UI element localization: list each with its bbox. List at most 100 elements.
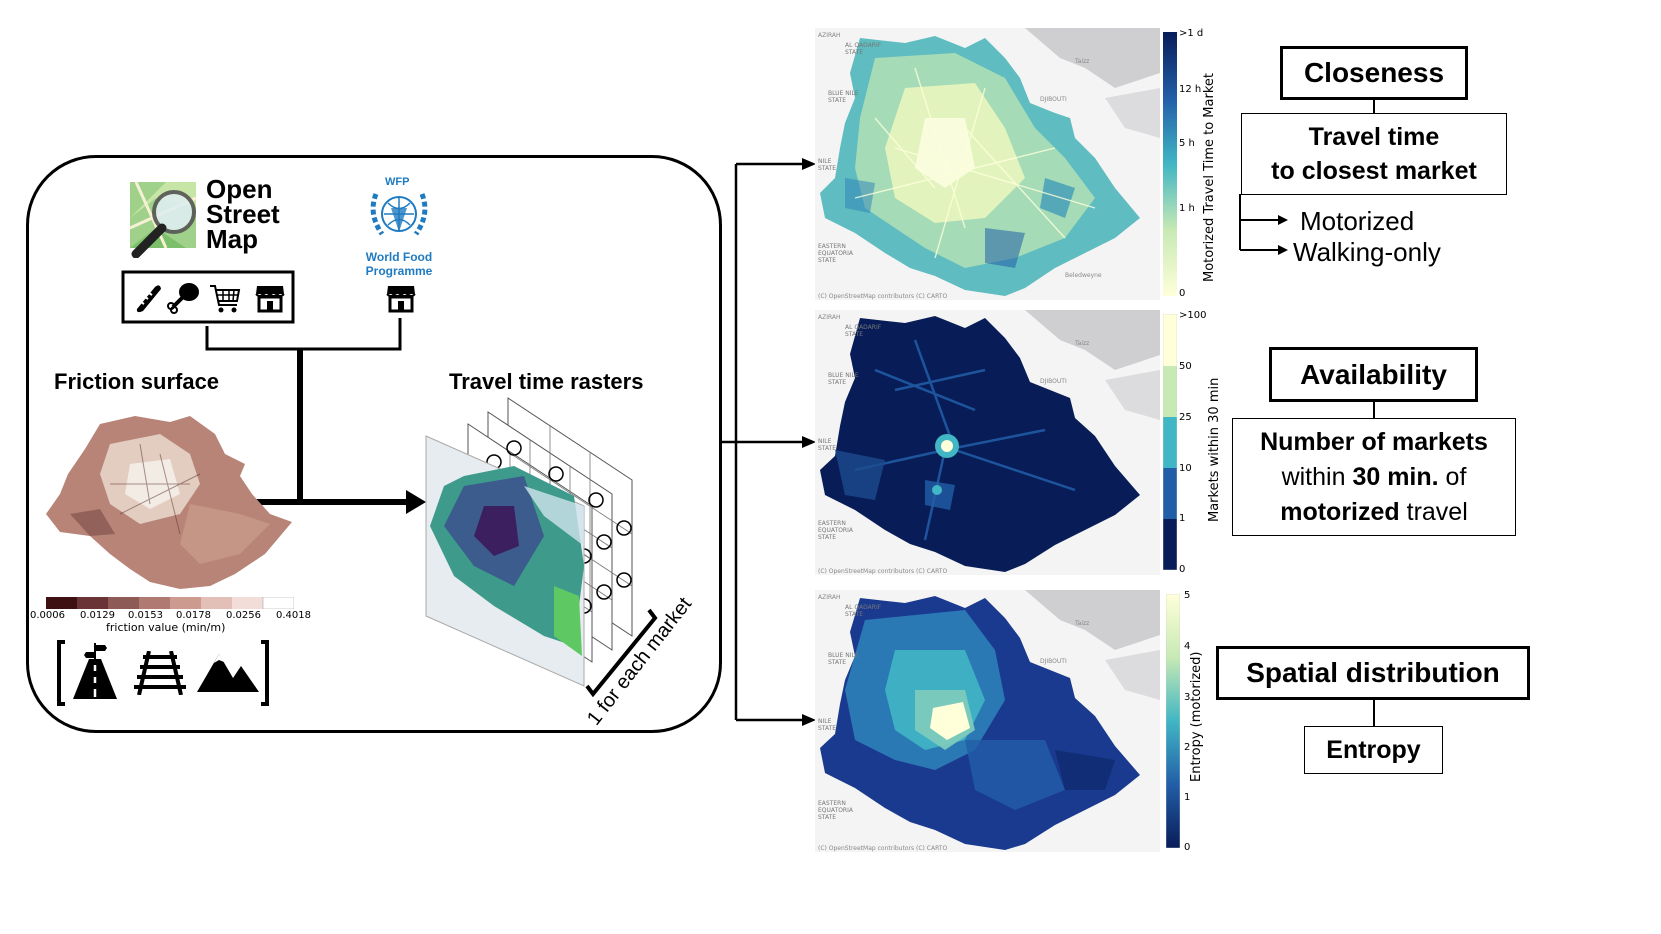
place-label-nile: NILE STATE <box>818 438 837 452</box>
map-credit: (C) OpenStreetMap contributors (C) CARTO <box>818 293 948 300</box>
friction-surface-map <box>46 416 292 589</box>
wfp-emblem-icon <box>370 193 428 236</box>
availability-title-box: Availability <box>1269 347 1478 402</box>
entropy-colorbar <box>1166 594 1180 848</box>
entropy-tick: 4 <box>1184 641 1191 652</box>
closeness-tick: 12 h <box>1179 84 1202 95</box>
place-label-taiz: Taizz <box>1075 58 1090 65</box>
road-icon <box>73 643 117 699</box>
closeness-title-box: Closeness <box>1280 46 1468 100</box>
place-label-blue-nile: BLUE NILE STATE <box>828 372 859 386</box>
entropy-map <box>815 590 1160 852</box>
osm-logo-text-line3: Map <box>206 224 258 254</box>
chicken-leg-icon <box>167 283 199 314</box>
friction-factor-bracket <box>57 640 269 706</box>
closeness-definition-box: Travel time to closest market <box>1241 113 1507 195</box>
place-label-nile: NILE STATE <box>818 158 837 172</box>
entropy-definition-box: Entropy <box>1304 726 1443 774</box>
availability-colorbar <box>1163 314 1177 570</box>
availability-colorbar-label: Markets within 30 min <box>1207 377 1222 522</box>
place-label-zirah: AZIRAH <box>818 594 841 601</box>
shopping-cart-icon <box>210 285 241 313</box>
railway-icon <box>134 651 186 695</box>
entropy-definition: Entropy <box>1326 735 1421 764</box>
place-label-eastern-equatoria: EASTERN EQUATORIA STATE <box>818 800 853 821</box>
friction-tick: 0.0129 <box>80 610 115 621</box>
output-arrows <box>722 158 816 726</box>
friction-tick: 0.0256 <box>226 610 261 621</box>
wfp-name-line1: World Food <box>365 250 433 264</box>
friction-tick: 0.0178 <box>176 610 211 621</box>
osm-logo-text-line2: Street <box>206 199 280 229</box>
closeness-map <box>815 28 1160 300</box>
friction-surface-title: Friction surface <box>54 369 220 394</box>
place-label-djibouti: DJIBOUTI <box>1040 378 1067 385</box>
travel-time-rasters-title: Travel time rasters <box>449 369 644 394</box>
place-label-taiz: Taizz <box>1075 340 1090 347</box>
place-label-eastern-equatoria: EASTERN EQUATORIA STATE <box>818 243 853 264</box>
friction-colorbar-label: friction value (min/m) <box>106 621 226 634</box>
spatial-distribution-title-box: Spatial distribution <box>1216 646 1530 700</box>
availability-definition-of: of <box>1438 462 1467 491</box>
availability-title: Availability <box>1300 358 1447 390</box>
osm-logo-text-line1: Open <box>206 174 273 204</box>
place-label-blue-nile: BLUE NILE STATE <box>828 652 859 666</box>
wfp-store-icon <box>386 286 416 313</box>
availability-definition-motorized: motorized <box>1280 497 1400 526</box>
availability-tick: 10 <box>1179 463 1192 474</box>
entropy-tick: 3 <box>1184 692 1191 703</box>
entropy-colorbar-label: Entropy (motorized) <box>1189 651 1204 782</box>
availability-tick: 1 <box>1179 513 1186 524</box>
availability-definition-line1: Number of markets <box>1260 427 1488 456</box>
place-label-zirah: AZIRAH <box>818 32 841 39</box>
wfp-abbreviation: WFP <box>385 176 410 188</box>
store-icon <box>255 286 285 313</box>
spatial-stem <box>1373 700 1375 726</box>
place-label-djibouti: DJIBOUTI <box>1040 96 1067 103</box>
availability-tick: >100 <box>1179 310 1207 321</box>
friction-colorbar <box>46 597 294 609</box>
closeness-colorbar <box>1163 32 1177 296</box>
availability-map <box>815 310 1160 575</box>
availability-definition-30min: 30 min. <box>1352 462 1439 491</box>
place-label-djibouti: DJIBOUTI <box>1040 658 1067 665</box>
availability-tick: 0 <box>1179 564 1186 575</box>
friction-tick: 0.4018 <box>276 610 311 621</box>
place-label-qadarif: AL QADARIF STATE <box>845 42 882 56</box>
map-credit: (C) OpenStreetMap contributors (C) CARTO <box>818 568 948 575</box>
closeness-tick: 5 h <box>1179 138 1195 149</box>
input-panel <box>26 155 722 733</box>
place-label-eastern-equatoria: EASTERN EQUATORIA STATE <box>818 520 853 541</box>
stack-bracket <box>585 608 658 698</box>
travel-mode-arrows <box>1239 194 1288 255</box>
closeness-title: Closeness <box>1303 57 1445 88</box>
travel-time-raster-stack <box>425 397 633 687</box>
wfp-name-line2: Programme <box>365 264 433 278</box>
availability-definition-travel: travel <box>1399 497 1468 526</box>
mountain-icon <box>197 654 259 692</box>
friction-tick: 0.0153 <box>128 610 163 621</box>
place-label-nile: NILE STATE <box>818 718 837 732</box>
travel-mode-walking: Walking-only <box>1293 237 1441 267</box>
entropy-tick: 0 <box>1184 842 1191 853</box>
place-label-qadarif: AL QADARIF STATE <box>845 604 882 618</box>
data-flow-connectors <box>205 318 426 514</box>
map-credit: (C) OpenStreetMap contributors (C) CARTO <box>818 845 948 852</box>
osm-icon-bracket <box>121 270 295 324</box>
closeness-colorbar-label: Motorized Travel Time to Market <box>1202 73 1217 282</box>
availability-definition-box: Number of markets within 30 min. of moto… <box>1232 418 1516 536</box>
entropy-tick: 5 <box>1184 590 1191 601</box>
entropy-tick: 2 <box>1184 742 1191 753</box>
availability-tick: 50 <box>1179 361 1192 372</box>
place-label-zirah: AZIRAH <box>818 314 841 321</box>
closeness-definition-line2: to closest market <box>1271 157 1477 185</box>
closeness-tick: 0 <box>1179 288 1186 299</box>
place-label-blue-nile: BLUE NILE STATE <box>828 90 859 104</box>
bread-icon <box>136 285 161 313</box>
place-label-taiz: Taizz <box>1075 620 1090 627</box>
closeness-stem <box>1373 100 1375 114</box>
place-label-qadarif: AL QADARIF STATE <box>845 324 882 338</box>
friction-tick: 0.0006 <box>30 610 65 621</box>
entropy-tick: 1 <box>1184 792 1191 803</box>
place-label-belet: Beledweyne <box>1065 272 1102 279</box>
